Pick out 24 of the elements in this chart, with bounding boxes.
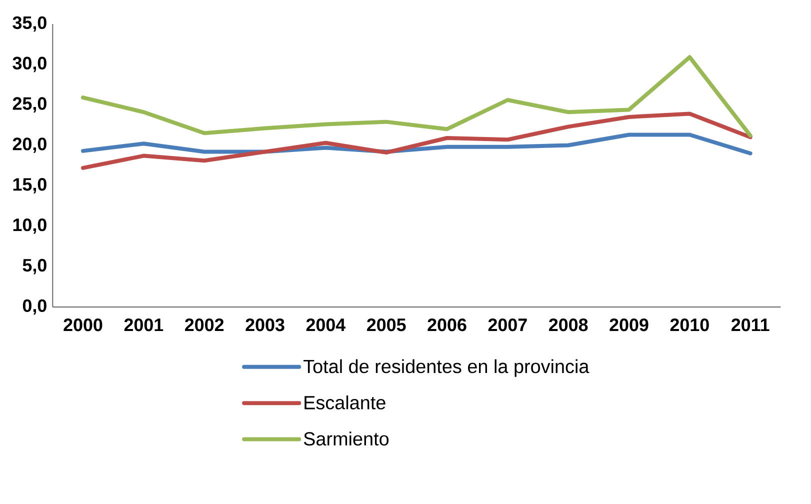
x-tick-label: 2009 <box>610 318 648 332</box>
x-tick-label: 2010 <box>670 318 709 332</box>
y-tick-label: 30,0 <box>12 56 46 72</box>
y-tick-label: 0,0 <box>22 299 46 315</box>
x-tick-label: 2000 <box>64 318 102 332</box>
y-tick-label: 25,0 <box>12 97 46 112</box>
y-tick-label: 5,0 <box>22 258 46 274</box>
x-tick-label: 2005 <box>367 318 406 332</box>
line-series <box>81 55 752 138</box>
x-tick-label: 2001 <box>124 318 164 332</box>
y-tick-label: 35,0 <box>12 16 46 32</box>
y-tick-label: 20,0 <box>12 138 46 153</box>
x-tick-label: 2007 <box>488 318 527 332</box>
x-tick-label: 2003 <box>246 318 284 332</box>
x-tick-label: 2006 <box>428 318 466 332</box>
x-tick-label: 2004 <box>306 318 346 332</box>
y-tick-label: 10,0 <box>13 218 46 234</box>
x-tick-label: 2011 <box>732 318 770 332</box>
legend-label: Total de residentes en la provincia <box>303 359 590 377</box>
y-tick-label: 15,0 <box>13 178 46 194</box>
x-tick-label: 2008 <box>549 318 588 332</box>
legend-label: Sarmiento <box>304 432 389 446</box>
legend-label: Escalante <box>304 395 386 410</box>
x-tick-label: 2002 <box>185 318 224 332</box>
